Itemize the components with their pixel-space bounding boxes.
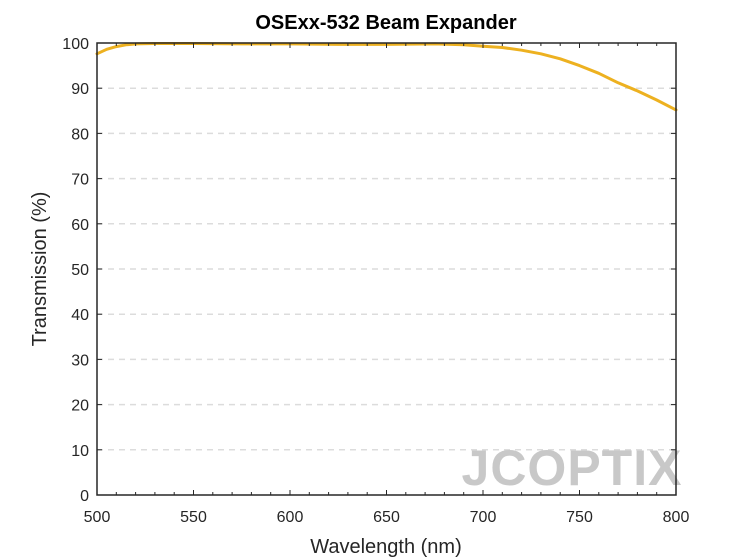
x-tick-label: 800 (663, 509, 690, 526)
x-tick-label: 600 (277, 509, 304, 526)
y-tick-label: 50 (71, 262, 89, 279)
grid-lines (97, 87, 676, 451)
y-tick-label: 70 (71, 172, 89, 189)
y-tick-label: 60 (71, 217, 89, 234)
y-tick-label: 30 (71, 352, 89, 369)
chart-title: OSExx-532 Beam Expander (255, 12, 516, 34)
x-tick-label: 500 (84, 509, 111, 526)
y-tick-label: 20 (71, 398, 89, 415)
x-tick-label: 650 (373, 509, 400, 526)
y-tick-label: 0 (80, 488, 89, 505)
y-tick-label: 80 (71, 126, 89, 143)
x-axis-label: Wavelength (nm) (310, 536, 462, 558)
plot-area (95, 42, 678, 112)
y-tick-label: 10 (71, 443, 89, 460)
x-tick-label: 550 (180, 509, 207, 526)
watermark-logo: JCOPTIX (462, 440, 683, 496)
y-tick-label: 100 (62, 36, 89, 53)
y-tick-label: 40 (71, 307, 89, 324)
y-tick-label: 90 (71, 81, 89, 98)
axis-ticks: 0 10 20 30 40 50 60 70 80 90 100 500 550 600 650 700 750… (62, 36, 689, 526)
x-tick-label: 750 (566, 509, 593, 526)
y-axis-label: Transmission (%) (29, 192, 51, 347)
series-line (95, 42, 678, 112)
x-tick-label: 700 (470, 509, 497, 526)
